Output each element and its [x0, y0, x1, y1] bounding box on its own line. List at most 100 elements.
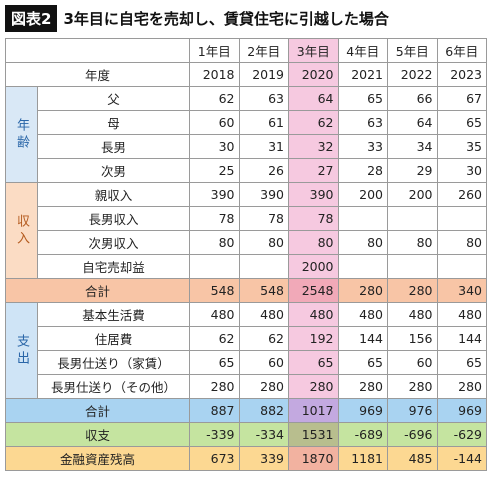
value-cell: 60 [387, 350, 438, 375]
table-row: 次男 25 26 27 28 29 30 [6, 158, 487, 183]
column-year: 2021 [337, 62, 388, 87]
value-cell: 65 [436, 350, 487, 375]
total-cell: 969 [436, 398, 487, 423]
total-label: 合計 [5, 278, 190, 303]
summary-cell: 1181 [337, 446, 388, 471]
total-cell: 1017 [288, 398, 339, 423]
value-cell: 67 [436, 86, 487, 111]
value-cell: 66 [387, 86, 438, 111]
table-row: 収入 親収入 390 390 390 200 200 260 [5, 182, 487, 279]
total-cell: 340 [436, 278, 487, 303]
header: 図表2 3年目に自宅を売却し、賃貸住宅に引越した場合 [5, 4, 389, 32]
value-cell: 80 [436, 230, 487, 255]
value-cell: 25 [189, 158, 240, 183]
value-cell: 65 [337, 86, 388, 111]
value-cell [436, 254, 487, 279]
summary-cell: -689 [337, 422, 388, 447]
value-cell: 2000 [288, 254, 339, 279]
value-cell [238, 254, 289, 279]
value-cell: 30 [189, 134, 240, 159]
column-label: 6年目 [436, 38, 487, 63]
value-cell: 480 [238, 302, 289, 327]
table-row: 住居費 62 62 192 144 156 144 [6, 326, 487, 351]
column-label: 3年目 [288, 38, 339, 63]
value-cell [189, 254, 240, 279]
summary-cell: -696 [387, 422, 438, 447]
summary-cell: -144 [436, 446, 487, 471]
value-cell: 192 [288, 326, 339, 351]
value-cell [337, 254, 388, 279]
blank-cell [5, 38, 190, 63]
column-label: 5年目 [387, 38, 438, 63]
value-cell: 33 [337, 134, 388, 159]
table-row: 支出 基本生活費 480 480 480 480 480 480 [5, 302, 487, 399]
value-cell: 280 [288, 374, 339, 399]
value-cell: 280 [387, 374, 438, 399]
table-row: 長男 30 31 32 33 34 35 [6, 134, 487, 159]
column-year: 2019 [238, 62, 289, 87]
value-cell: 80 [387, 230, 438, 255]
value-cell: 390 [189, 182, 240, 207]
value-cell: 65 [436, 110, 487, 135]
value-cell: 64 [288, 86, 339, 111]
row-label: 次男 [37, 158, 190, 183]
row-label: 住居費 [37, 326, 190, 351]
value-cell: 200 [387, 182, 438, 207]
table-row: 年度 2018 2019 2020 2021 2022 2023 [5, 62, 487, 87]
value-cell: 27 [288, 158, 339, 183]
value-cell: 390 [288, 182, 339, 207]
value-cell: 26 [238, 158, 289, 183]
column-label: 2年目 [238, 38, 289, 63]
section-label: 年齢 [5, 86, 38, 183]
row-label: 長男収入 [37, 206, 190, 231]
value-cell: 80 [288, 230, 339, 255]
total-cell: 887 [189, 398, 240, 423]
value-cell: 65 [288, 350, 339, 375]
value-cell: 30 [436, 158, 487, 183]
summary-label: 金融資産残高 [5, 446, 190, 471]
value-cell: 80 [189, 230, 240, 255]
row-label: 親収入 [37, 182, 190, 207]
value-cell: 480 [387, 302, 438, 327]
value-cell: 480 [288, 302, 339, 327]
value-cell: 35 [436, 134, 487, 159]
total-cell: 2548 [288, 278, 339, 303]
summary-label: 収支 [5, 422, 190, 447]
row-label: 自宅売却益 [37, 254, 190, 279]
value-cell: 480 [189, 302, 240, 327]
value-cell: 480 [337, 302, 388, 327]
total-cell: 882 [238, 398, 289, 423]
table-row: 長男収入 78 78 78 [6, 206, 487, 231]
value-cell: 80 [238, 230, 289, 255]
table-row: 自宅売却益 2000 [6, 254, 487, 279]
value-cell: 144 [436, 326, 487, 351]
summary-cell: -629 [436, 422, 487, 447]
value-cell: 200 [337, 182, 388, 207]
value-cell: 34 [387, 134, 438, 159]
value-cell: 260 [436, 182, 487, 207]
value-cell: 28 [337, 158, 388, 183]
value-cell: 62 [288, 110, 339, 135]
value-cell: 64 [387, 110, 438, 135]
table-row: 年齢父 62 63 64 65 66 67 [5, 86, 487, 183]
total-label: 合計 [5, 398, 190, 423]
value-cell: 31 [238, 134, 289, 159]
value-cell [387, 254, 438, 279]
summary-cell: 673 [189, 446, 240, 471]
value-cell: 62 [238, 326, 289, 351]
row-label: 長男仕送り（その他） [37, 374, 190, 399]
value-cell: 62 [189, 326, 240, 351]
value-cell [337, 206, 388, 231]
row-label: 父 [37, 86, 190, 111]
title: 3年目に自宅を売却し、賃貸住宅に引越した場合 [63, 9, 389, 28]
year-label: 年度 [5, 62, 190, 87]
column-year: 2022 [387, 62, 438, 87]
table-row: 長男仕送り（その他） 280 280 280 280 280 280 [6, 374, 487, 399]
row-label: 長男仕送り（家賃） [37, 350, 190, 375]
value-cell: 280 [436, 374, 487, 399]
column-label: 4年目 [337, 38, 388, 63]
row-label: 長男 [37, 134, 190, 159]
column-year: 2018 [189, 62, 240, 87]
value-cell: 63 [238, 86, 289, 111]
value-cell: 78 [288, 206, 339, 231]
